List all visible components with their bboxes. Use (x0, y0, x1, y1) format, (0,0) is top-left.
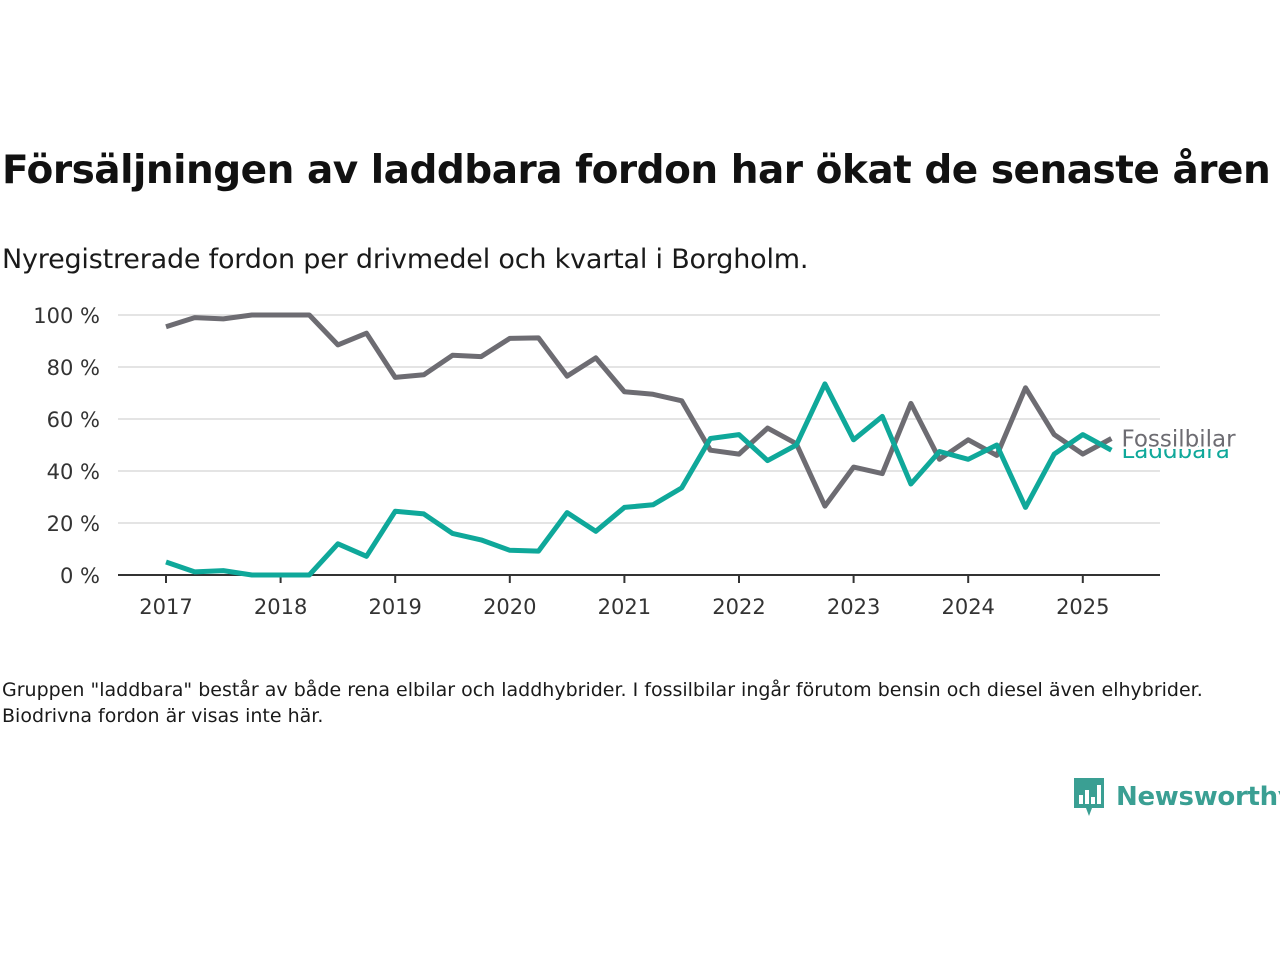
x-tick-label: 2019 (368, 595, 421, 619)
brand-name: Newsworthy (1116, 782, 1280, 812)
newsworthy-logo-icon (1074, 778, 1104, 816)
series-lines (165, 312, 1113, 578)
chart-title: Försäljningen av laddbara fordon har öka… (2, 148, 1271, 193)
x-tick-label: 2018 (254, 595, 307, 619)
series-line-laddbara (165, 381, 1113, 578)
x-tick-label: 2023 (827, 595, 880, 619)
x-axis: 2017 2018 2019 2020 2021 2022 2023 2024 2025 (118, 574, 1160, 619)
footnote: Gruppen "laddbara" består av både rena e… (2, 679, 1203, 727)
y-tick-label: 40 % (47, 460, 100, 484)
y-tick-label: 100 % (33, 304, 100, 328)
y-tick-label: 80 % (47, 356, 100, 380)
series-label-fossilbilar: Fossilbilar (1121, 427, 1236, 453)
y-tick-label: 20 % (47, 512, 100, 536)
series-line-fossilbilar (165, 312, 1113, 509)
chart-subtitle: Nyregistrerade fordon per drivmedel och … (2, 244, 809, 275)
grid-lines: 0 % 20 % 40 % 60 % 80 % 100 % (33, 304, 1160, 588)
x-tick-label: 2021 (598, 595, 651, 619)
line-chart: 0 % 20 % 40 % 60 % 80 % 100 % 2017 2018 2019 202… (33, 304, 1239, 619)
x-tick-label: 2020 (483, 595, 536, 619)
x-tick-label: 2025 (1056, 595, 1109, 619)
y-tick-label: 60 % (47, 408, 100, 432)
x-tick-label: 2024 (941, 595, 994, 619)
newsworthy-logo[interactable]: Newsworthy (1072, 776, 1280, 818)
x-tick-label: 2017 (139, 595, 192, 619)
y-tick-label: 0 % (60, 564, 100, 588)
series-label-laddbara: Laddbara (1121, 438, 1229, 464)
x-tick-label: 2022 (712, 595, 765, 619)
